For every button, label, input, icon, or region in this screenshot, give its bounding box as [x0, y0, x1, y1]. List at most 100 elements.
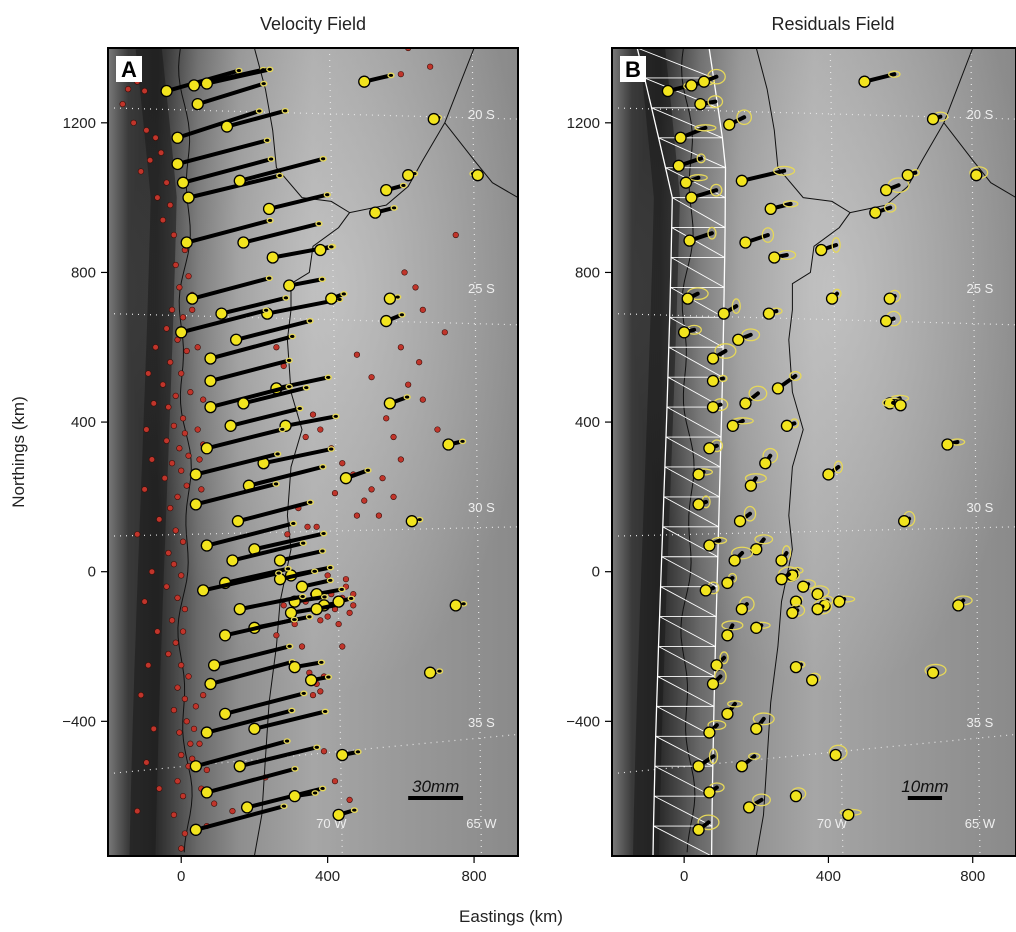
station-marker — [771, 382, 785, 395]
gps-station — [314, 243, 335, 257]
error-ellipse — [782, 200, 799, 208]
mesh-edge — [665, 167, 726, 199]
seismicity-dot — [185, 273, 192, 280]
seismicity-dot — [194, 344, 201, 351]
velocity-vector — [267, 192, 330, 211]
seismicity-dot — [141, 87, 148, 95]
seismicity-dot — [313, 523, 320, 530]
mesh-edge — [662, 526, 719, 558]
station-marker — [189, 823, 203, 836]
station-marker — [692, 468, 705, 481]
seismicity-dot — [419, 396, 426, 403]
station-marker — [218, 629, 232, 642]
station-marker — [685, 191, 698, 204]
seismicity-dot — [412, 284, 419, 291]
error-ellipse — [435, 668, 444, 674]
error-ellipse — [743, 505, 757, 522]
mesh-edge — [665, 436, 721, 468]
station-marker — [692, 498, 705, 511]
seismicity-dot — [331, 778, 339, 785]
station-marker — [449, 599, 462, 612]
seismicity-dot — [168, 306, 176, 313]
station-marker — [336, 748, 349, 762]
mesh-edge — [672, 197, 726, 228]
seismicity-dot — [284, 531, 291, 538]
velocity-vector — [186, 173, 282, 200]
y-axis-label: Northings (km) — [9, 396, 28, 507]
velocity-vector — [223, 691, 306, 716]
error-ellipse — [284, 565, 292, 572]
seismicity-dot — [320, 748, 328, 755]
error-ellipse — [748, 752, 761, 760]
velocity-vector — [208, 659, 295, 686]
station-marker — [775, 573, 788, 586]
station-marker — [733, 515, 747, 528]
seismicity-dot — [452, 231, 459, 239]
station-marker — [295, 580, 309, 593]
gps-station — [728, 546, 754, 567]
gps-station — [924, 663, 947, 679]
error-ellipse — [731, 298, 741, 314]
velocity-vector — [252, 709, 328, 731]
error-ellipse — [752, 712, 775, 726]
seismicity-dot — [200, 396, 207, 403]
mesh-edge — [658, 137, 726, 169]
station-marker — [721, 629, 734, 642]
error-ellipse — [302, 384, 311, 391]
error-ellipse — [694, 124, 717, 132]
station-marker — [842, 808, 855, 822]
x-tick-label: 400 — [315, 868, 340, 885]
gps-station — [288, 789, 319, 803]
seismicity-dot — [156, 785, 163, 792]
station-marker — [310, 602, 323, 616]
station-marker — [204, 374, 217, 388]
gps-station — [879, 310, 902, 328]
error-ellipse — [278, 426, 287, 433]
seismicity-dot — [167, 359, 174, 366]
seismicity-dot — [397, 71, 404, 78]
station-marker — [941, 438, 954, 451]
gps-station — [295, 577, 334, 593]
station-marker — [706, 677, 720, 691]
error-ellipse — [789, 370, 802, 382]
error-ellipse — [327, 446, 335, 452]
seismicity-dot — [152, 344, 159, 351]
error-ellipse — [831, 237, 841, 253]
gps-station — [717, 298, 741, 320]
velocity-vector — [235, 500, 313, 524]
seismicity-dot — [165, 549, 172, 557]
station-marker — [735, 602, 749, 616]
mesh-edge — [663, 496, 719, 528]
velocity-vector — [246, 464, 325, 488]
seismicity-dot — [324, 613, 331, 620]
gps-station — [332, 807, 359, 822]
seismicity-dot — [134, 531, 141, 538]
seismicity-dot — [172, 639, 179, 646]
seismicity-dot — [143, 426, 150, 433]
station-marker — [683, 234, 696, 247]
station-marker — [811, 587, 824, 601]
station-marker — [735, 760, 749, 773]
station-marker — [233, 602, 246, 616]
error-ellipse — [300, 690, 308, 697]
gps-station — [697, 68, 726, 88]
gps-station — [427, 112, 443, 126]
error-ellipse — [318, 276, 326, 283]
velocity-vector — [212, 644, 292, 668]
country-border — [349, 48, 475, 214]
gps-station — [941, 438, 966, 451]
gps-station — [240, 785, 327, 814]
gps-station — [405, 515, 424, 528]
station-marker — [692, 760, 705, 773]
seismicity-dot — [427, 63, 434, 70]
seismicity-dot — [317, 426, 324, 433]
station-marker — [200, 442, 213, 455]
station-marker — [358, 75, 371, 88]
seismicity-dot — [137, 692, 145, 699]
station-marker — [262, 202, 276, 216]
error-ellipse — [315, 220, 323, 227]
station-marker — [220, 120, 234, 133]
station-marker — [706, 352, 720, 365]
error-ellipse — [399, 182, 408, 189]
velocity-vector — [208, 384, 292, 410]
